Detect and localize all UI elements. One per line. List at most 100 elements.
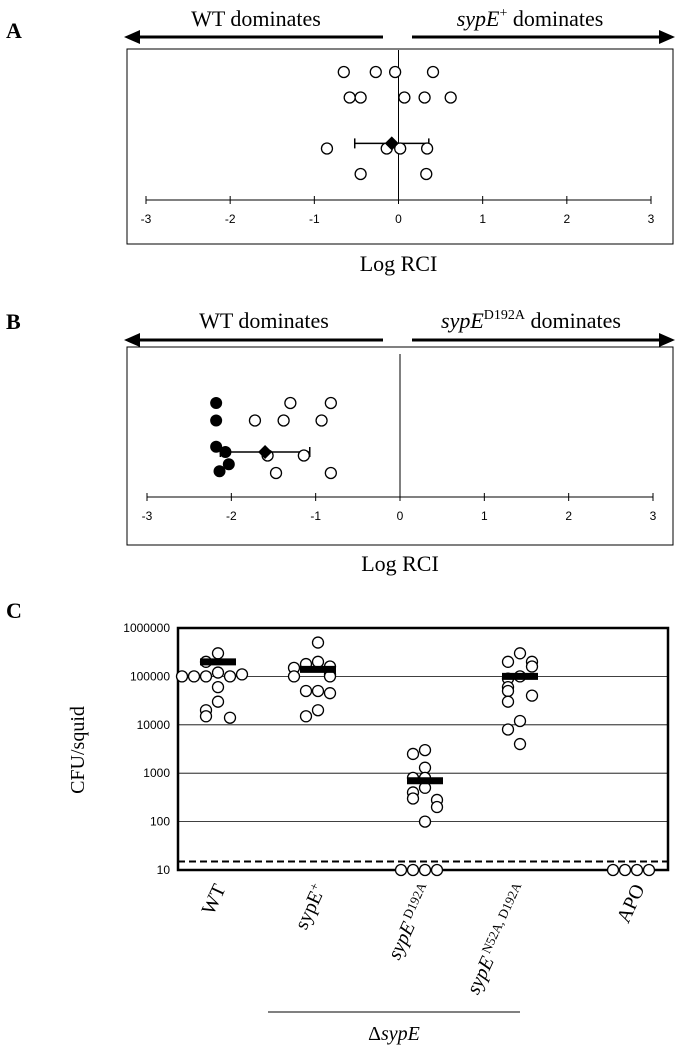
data-point [354,91,367,104]
data-point [430,800,444,814]
data-point [420,167,433,181]
data-point [398,91,411,104]
data-point [320,142,334,155]
data-point [444,91,457,104]
panel-a-arrow-right-italic: sypE [457,6,500,31]
y-tick-label: 1000 [143,766,170,780]
data-point [354,167,367,181]
panel-b-arrow-right-tail: dominates [525,308,621,333]
data-point [299,684,313,698]
x-axis-label: Log RCI [361,551,439,576]
data-point [418,743,432,757]
panel-b-label: B [6,309,21,334]
data-point [501,684,515,698]
x-tick-label: 1 [481,509,488,523]
x-category-label: sypE N52A, D192A [461,879,533,997]
x-category-label-sup: N52A, D192A [477,879,525,958]
x-tick-label: 3 [648,212,655,226]
panel-a: A WT dominates sypE+ dominates -3 -2 -1 0 1 2… [6,6,675,276]
panel-b-arrow-right-italic: sypE [441,308,484,333]
data-point [223,711,237,724]
panel-b-arrow-left-head [124,333,140,347]
data-point [315,414,328,427]
data-point [311,704,325,717]
x-tick-label: 3 [650,509,657,523]
data-point-filled [219,446,232,458]
data-point [394,863,408,877]
data-point [513,714,527,728]
panel-a-arrow-right-head [659,30,675,44]
data-point-filled [210,397,223,409]
data-point [311,636,325,649]
data-point [287,670,301,683]
panel-a-label: A [6,18,22,43]
data-point [311,655,325,668]
x-category-label-main: WT [197,881,230,918]
x-category-label: APO [613,881,650,927]
data-point [235,668,249,681]
data-point [606,863,620,877]
panel-a-arrow-left-label: WT dominates [191,6,321,31]
data-point [630,863,644,877]
x-category-label: sypE D192A [382,879,438,963]
data-point [394,142,407,155]
x-category-label: WT [197,881,230,918]
x-tick-label: -2 [226,509,237,523]
data-point [211,666,225,679]
panel-c: C CFU/squid 10 100 1000 10000 100000 1000000 W… [6,598,670,1045]
x-tick-label: 2 [563,212,570,226]
data-point [337,65,350,79]
panel-c-group-bracket-italic: sypE [381,1023,420,1045]
panel-a-arrow-right-label: sypE+ dominates [457,6,604,31]
data-point [277,414,290,427]
data-point [199,710,213,723]
data-point [299,710,313,723]
panel-b-plot: -3 -2 -1 0 1 2 3 Log RCI [142,354,657,576]
data-point [211,680,225,694]
x-tick-label: -1 [310,509,321,523]
panel-c-label: C [6,598,22,623]
data-point-filled [210,440,223,453]
panel-a-arrow-right-tail: dominates [507,6,603,31]
x-tick-label: -3 [142,509,153,523]
data-point [501,655,515,668]
panel-c-group-bracket-label: ΔsypE [368,1023,420,1045]
x-tick-label: 0 [397,509,404,523]
panel-b-arrow-left-label: WT dominates [199,308,329,333]
data-point [324,466,337,480]
x-tick-label: 2 [565,509,572,523]
data-point [418,863,432,877]
y-tick-label: 100 [150,815,170,829]
data-point-filled [222,458,235,471]
data-point [269,466,283,480]
mean-marker [384,136,399,151]
panel-a-arrow-left-head [124,30,140,44]
data-point [418,761,432,774]
data-point [297,449,311,462]
data-point [311,684,325,698]
panel-b-arrow-right-label: sypED192A dominates [441,308,621,333]
data-point [501,723,515,736]
x-category-label-sup: D192A [398,879,429,924]
panel-a-plot: -3 -2 -1 0 1 2 3 Log RCI [141,50,655,276]
data-point [324,396,337,410]
data-point [211,695,225,708]
data-point [323,687,337,700]
x-category-label-main: sypE [384,918,420,963]
x-category-label-main: sypE [291,887,328,933]
data-point [420,142,434,155]
data-point [418,815,432,828]
y-tick-label: 1000000 [123,621,170,635]
x-axis-label: Log RCI [360,251,438,276]
panel-b-arrow-right-head [659,333,675,347]
data-point [618,863,632,877]
data-point [223,670,237,683]
panel-b-frame [126,346,674,546]
data-point-filled [210,414,223,427]
x-tick-label: -2 [225,212,236,226]
x-tick-label: -1 [309,212,320,226]
data-point [211,647,225,660]
x-tick-label: 1 [479,212,486,226]
